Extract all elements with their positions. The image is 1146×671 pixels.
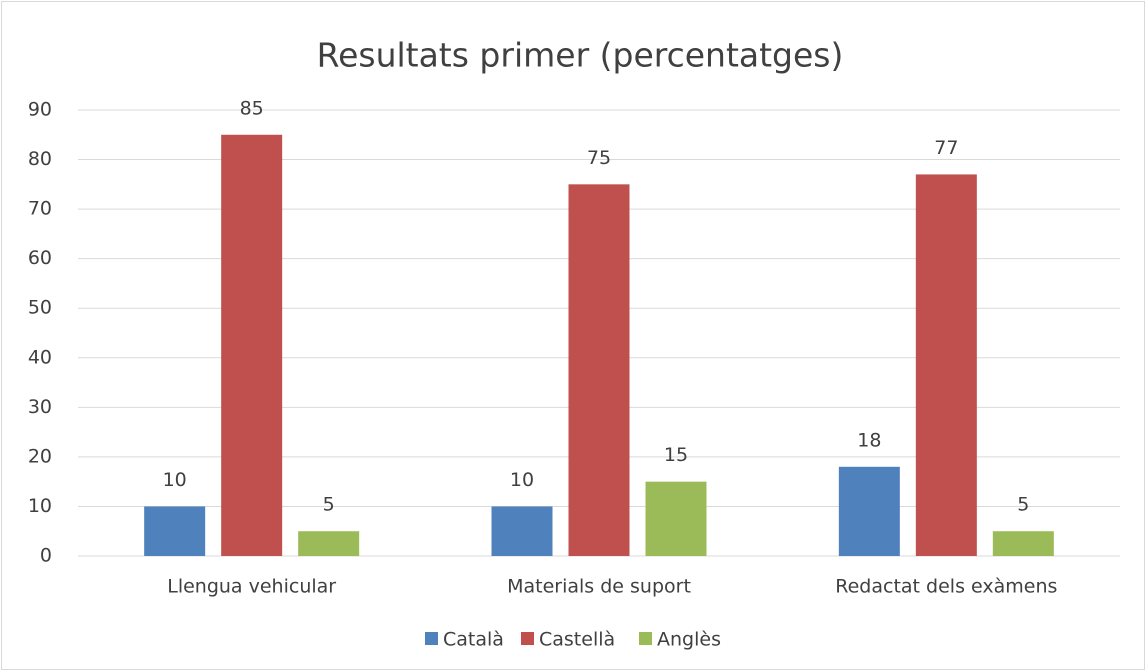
data-label: 10 bbox=[163, 469, 187, 491]
legend-label: Castellà bbox=[539, 629, 615, 651]
y-tick-label: 30 bbox=[28, 396, 52, 418]
bar bbox=[992, 531, 1054, 556]
bar bbox=[838, 466, 900, 556]
data-label: 85 bbox=[240, 97, 264, 119]
bar bbox=[221, 134, 283, 556]
x-tick-label: Llengua vehicular bbox=[167, 576, 336, 598]
data-label: 10 bbox=[510, 469, 534, 491]
legend-swatch bbox=[425, 632, 438, 645]
data-label: 18 bbox=[857, 429, 881, 451]
y-tick-label: 40 bbox=[28, 346, 52, 368]
data-label: 5 bbox=[1017, 494, 1029, 516]
y-tick-label: 20 bbox=[28, 445, 52, 467]
bar bbox=[915, 174, 977, 556]
bar bbox=[298, 531, 360, 556]
bar bbox=[645, 481, 707, 556]
y-tick-label: 70 bbox=[28, 198, 52, 220]
legend-label: Català bbox=[443, 629, 504, 651]
y-tick-label: 10 bbox=[28, 495, 52, 517]
legend-label: Anglès bbox=[657, 629, 721, 651]
data-label: 15 bbox=[664, 444, 688, 466]
bar bbox=[144, 506, 206, 556]
y-tick-label: 90 bbox=[28, 99, 52, 121]
bar bbox=[568, 184, 630, 557]
data-label: 5 bbox=[323, 494, 335, 516]
x-tick-label: Materials de suport bbox=[507, 576, 691, 598]
y-tick-label: 0 bbox=[40, 545, 52, 567]
y-tick-label: 50 bbox=[28, 297, 52, 319]
y-tick-label: 60 bbox=[28, 247, 52, 269]
x-tick-label: Redactat dels exàmens bbox=[835, 576, 1057, 598]
data-label: 77 bbox=[934, 137, 958, 159]
legend-swatch bbox=[639, 632, 652, 645]
y-tick-label: 80 bbox=[28, 148, 52, 170]
legend-swatch bbox=[521, 632, 534, 645]
bar bbox=[491, 506, 553, 556]
chart-title: Resultats primer (percentatges) bbox=[317, 36, 844, 75]
data-label: 75 bbox=[587, 147, 611, 169]
